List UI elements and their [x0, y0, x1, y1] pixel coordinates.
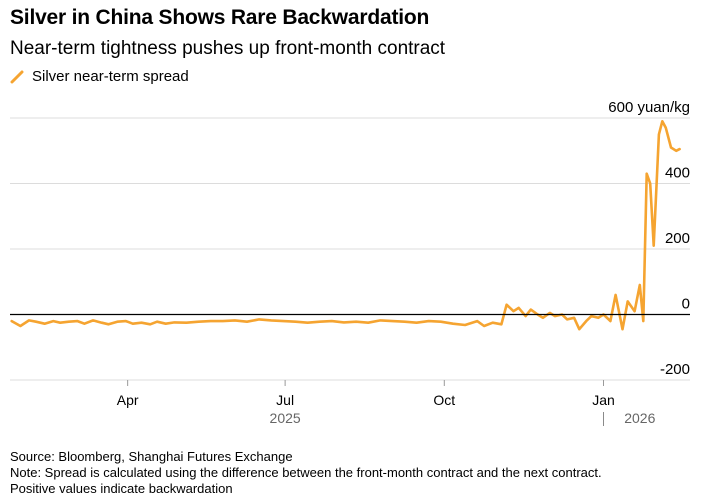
y-tick-label-600: 600 yuan/kg [608, 99, 690, 116]
y-tick-label-400: 400 [665, 165, 690, 182]
y-tick-label-0: 0 [682, 296, 690, 313]
legend: Silver near-term spread [10, 68, 189, 85]
gridlines [10, 117, 690, 381]
chart-subtitle: Near-term tightness pushes up front-mont… [10, 38, 446, 59]
legend-swatch [10, 70, 24, 84]
y-tick-label-200: 200 [665, 230, 690, 247]
methodology-note: Note: Spread is calculated using the dif… [10, 465, 602, 480]
x-year-label-2025: 2025 [270, 410, 301, 426]
y-tick-label--200: -200 [660, 361, 690, 378]
series-layer [10, 120, 690, 331]
x-axis: Apr Jul Oct Jan 2025 2026 [10, 379, 690, 426]
source-note: Source: Bloomberg, Shanghai Futures Exch… [10, 449, 293, 464]
x-tick-label-oct: Oct [433, 392, 455, 408]
legend-label: Silver near-term spread [32, 68, 189, 85]
x-tick-label-apr: Apr [117, 392, 139, 408]
series-line-0 [10, 120, 681, 331]
y-axis-tick-labels: -200 0 200 400 600 yuan/kg [608, 99, 690, 378]
line-chart: -200 0 200 400 600 yuan/kg Apr Jul Oct Jan 2025 2… [10, 99, 690, 426]
x-tick-label-jan: Jan [592, 392, 615, 408]
x-tick-label-jul: Jul [276, 392, 294, 408]
footer: Source: Bloomberg, Shanghai Futures Exch… [10, 449, 602, 497]
methodology-note-2: Positive values indicate backwardation [10, 481, 233, 496]
x-year-label-2026: 2026 [624, 410, 655, 426]
chart-title: Silver in China Shows Rare Backwardation [10, 6, 430, 29]
